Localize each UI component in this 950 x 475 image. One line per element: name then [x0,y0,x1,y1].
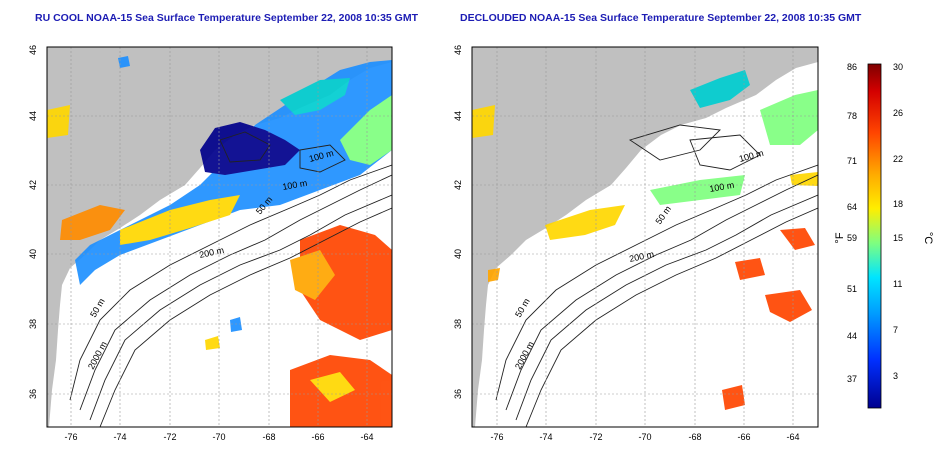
left-y-tick-labels: 36 38 40 42 44 46 [28,45,38,399]
svg-text:38: 38 [453,319,463,329]
svg-text:-64: -64 [786,432,799,442]
right-map-title: DECLOUDED NOAA-15 Sea Surface Temperatur… [460,12,862,24]
right-y-tick-labels: 36 38 40 42 44 46 [453,45,463,399]
svg-text:-76: -76 [490,432,503,442]
bathymetry-contours [69,131,392,427]
svg-text:78: 78 [847,111,857,121]
svg-text:40: 40 [453,249,463,259]
svg-text:-68: -68 [688,432,701,442]
land-mass [47,47,392,427]
right-map-panel: 100 m 100 m 50 m 200 m 50 m 2000 m -76 -… [453,45,819,442]
right-map-frame [471,46,819,428]
svg-text:38: 38 [28,319,38,329]
svg-text:26: 26 [893,108,903,118]
svg-text:44: 44 [28,111,38,121]
svg-text:37: 37 [847,374,857,384]
contour-50m [69,164,392,401]
left-x-tick-labels: -76 -74 -72 -70 -68 -66 -64 [64,432,373,442]
land-mass [472,47,818,427]
svg-text:15: 15 [893,233,903,243]
svg-text:11: 11 [893,279,902,289]
svg-text:64: 64 [847,202,857,212]
colorbar-c-label: °C [922,232,934,244]
contour-200m [89,194,392,421]
svg-text:-70: -70 [212,432,225,442]
left-map-panel: 100 m 100 m 50 m 200 m 50 m 2000 m -76 -… [28,45,393,442]
svg-text:-68: -68 [262,432,275,442]
svg-text:59: 59 [847,233,857,243]
svg-text:30: 30 [893,62,903,72]
svg-text:-64: -64 [360,432,373,442]
left-map-frame [46,46,393,428]
svg-text:18: 18 [893,199,903,209]
colorbar-f-ticks: 86 78 71 64 59 51 44 37 [847,62,857,384]
colorbar: 86 78 71 64 59 51 44 37 30 26 22 18 15 1… [834,62,934,409]
svg-text:36: 36 [453,389,463,399]
colorbar-c-ticks: 30 26 22 18 15 11 7 3 [893,62,903,381]
svg-text:46: 46 [453,45,463,55]
contour-label-100m-b: 100 m [282,178,308,192]
svg-text:71: 71 [847,156,857,166]
svg-text:7: 7 [893,325,898,335]
grid-lines [472,47,818,427]
contour-label-100m-b: 100 m [709,180,735,194]
svg-text:-70: -70 [638,432,651,442]
svg-text:3: 3 [893,371,898,381]
svg-text:44: 44 [453,111,463,121]
svg-text:-74: -74 [113,432,126,442]
svg-text:-66: -66 [737,432,750,442]
colorbar-scale [867,63,882,409]
svg-text:-76: -76 [64,432,77,442]
left-map-title: RU COOL NOAA-15 Sea Surface Temperature … [35,12,419,24]
svg-text:42: 42 [453,180,463,190]
right-x-tick-labels: -76 -74 -72 -70 -68 -66 -64 [490,432,799,442]
grid-lines [47,47,392,427]
contour-2000m [99,207,392,427]
svg-text:-74: -74 [539,432,552,442]
svg-text:40: 40 [28,249,38,259]
svg-text:42: 42 [28,180,38,190]
svg-text:36: 36 [28,389,38,399]
svg-text:51: 51 [847,284,857,294]
bathymetry-contours [495,124,818,427]
contour-100m [79,174,392,411]
svg-text:44: 44 [847,331,857,341]
colorbar-f-label: °F [834,232,846,243]
svg-text:46: 46 [28,45,38,55]
svg-text:86: 86 [847,62,857,72]
svg-text:22: 22 [893,154,903,164]
sst-data-overlay [472,70,818,410]
svg-text:-66: -66 [311,432,324,442]
svg-text:-72: -72 [589,432,602,442]
svg-text:-72: -72 [163,432,176,442]
